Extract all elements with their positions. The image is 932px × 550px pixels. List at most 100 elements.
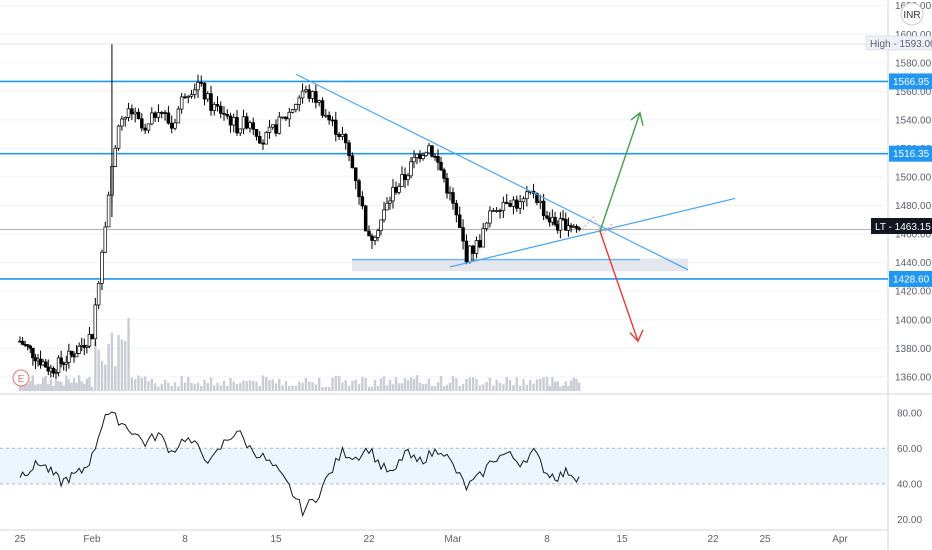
volume-bar: [173, 382, 177, 391]
volume-bar: [400, 383, 404, 391]
candle-body: [96, 282, 101, 306]
descending-trendline: [295, 73, 689, 271]
price-tick-label: 1600.00: [895, 30, 932, 41]
candle-body: [77, 345, 81, 354]
volume-bar: [97, 349, 100, 391]
volume-bar: [391, 384, 395, 391]
candle-body: [202, 82, 207, 100]
bullish-arrow-head: [630, 111, 644, 126]
volume-bar: [475, 378, 478, 391]
volume-bar: [190, 382, 193, 391]
level-tag-text: 1428.60: [893, 274, 930, 285]
candle-body: [385, 202, 389, 211]
volume-bar: [137, 375, 140, 391]
candle-body: [360, 196, 365, 207]
candle-body: [103, 226, 108, 253]
volume-bar: [261, 375, 265, 391]
volume-bar: [127, 317, 130, 391]
candle-body: [85, 345, 89, 348]
candle-body: [186, 95, 191, 98]
candle-body: [284, 116, 288, 120]
candle-body: [254, 128, 259, 137]
volume-bar: [403, 377, 407, 391]
volume-bar: [31, 375, 35, 391]
volume-bar: [439, 376, 443, 391]
volume-bar: [298, 381, 301, 391]
volume-bar: [294, 385, 298, 391]
volume-bar: [461, 383, 465, 391]
volume-bar: [551, 377, 554, 391]
high-label-bg: [865, 35, 932, 51]
volume-bar: [436, 382, 440, 391]
candle-body: [280, 116, 285, 119]
volume-bar: [539, 378, 542, 391]
candle-body: [56, 357, 61, 373]
volume-bar: [160, 384, 163, 391]
volume-bar: [150, 378, 153, 391]
candle-body: [310, 91, 315, 99]
candle-body: [228, 115, 233, 126]
volume-bar: [344, 380, 347, 391]
volume-bar: [327, 386, 331, 391]
candle-body: [574, 226, 579, 229]
volume-bar: [415, 375, 419, 391]
volume-bar: [62, 385, 65, 391]
candle-body: [566, 225, 571, 231]
currency-badge[interactable]: INR: [900, 2, 924, 26]
earnings-marker[interactable]: E: [12, 369, 30, 387]
candle-body: [412, 157, 416, 163]
candle-body: [20, 340, 25, 345]
candle-body: [130, 108, 134, 115]
price-tick-label: 1540.00: [895, 115, 932, 126]
candle-body: [367, 230, 371, 237]
volume-bar: [455, 378, 458, 391]
candle-body: [163, 112, 167, 114]
volume-bar: [561, 385, 565, 391]
candle-body: [215, 104, 220, 107]
volume-bar: [304, 377, 308, 391]
volume-bar: [59, 381, 63, 391]
volume-bar: [314, 384, 318, 391]
rsi-line-layer: [19, 411, 580, 518]
candle-body: [150, 112, 154, 125]
candle-body: [267, 126, 272, 133]
volume-bar: [196, 382, 200, 391]
volume-bar: [488, 377, 492, 391]
volume-bar: [430, 385, 434, 391]
candle-body: [320, 100, 325, 116]
volume-bar: [219, 385, 222, 391]
volume-bar: [532, 383, 535, 391]
volume-bar: [421, 384, 425, 391]
volume-bar: [44, 375, 47, 391]
volume-bar: [90, 386, 94, 391]
candle-body: [515, 199, 519, 209]
candle-body: [484, 222, 489, 229]
volume-bar: [133, 379, 137, 391]
volume-bar: [284, 381, 288, 391]
candle-body: [409, 161, 413, 177]
candle-body: [248, 122, 252, 129]
volume-bar: [114, 366, 117, 391]
candle-body: [153, 112, 157, 118]
candle-body: [504, 201, 509, 204]
rsi-tick-label: 80.00: [897, 408, 922, 419]
price-tick-label: 1560.00: [895, 87, 932, 98]
volume-bar: [268, 380, 271, 391]
time-tick-label: 22: [707, 534, 719, 545]
candle-body: [238, 128, 243, 134]
candle-body: [287, 111, 292, 120]
candle-body: [394, 187, 398, 193]
time-tick-label: Mar: [444, 534, 462, 545]
candle-body: [406, 175, 410, 181]
candle-body: [508, 203, 512, 207]
volume-bar: [248, 380, 252, 391]
time-tick-label: 15: [270, 534, 282, 545]
candle-body: [498, 210, 502, 212]
volume-bar: [232, 381, 235, 391]
volume-bar: [110, 332, 114, 391]
volume-bar: [26, 384, 29, 391]
volume-bar: [559, 386, 562, 391]
volume-bar: [100, 361, 104, 391]
candle-body: [344, 133, 348, 144]
